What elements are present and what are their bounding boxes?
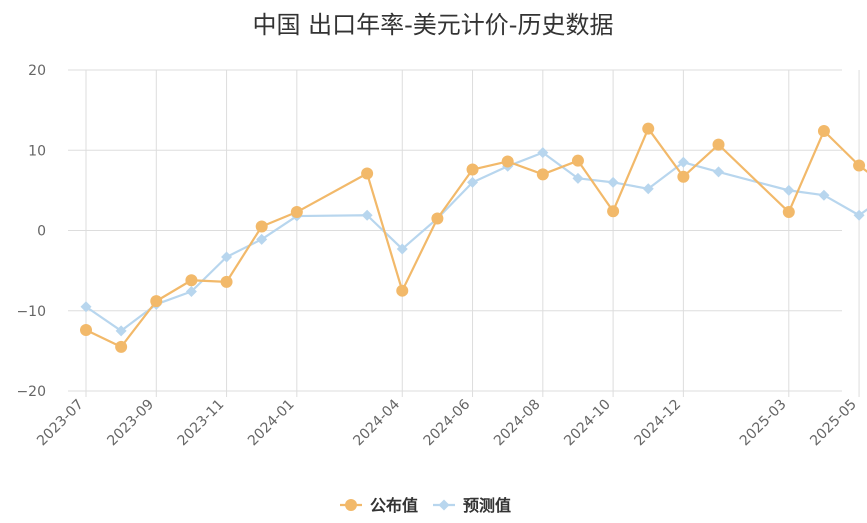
data-point[interactable] (853, 159, 866, 172)
legend-item-forecast[interactable]: 预测值 (433, 496, 511, 515)
x-tick-label: 2024-01 (245, 397, 298, 450)
series-line (85, 151, 867, 332)
data-point[interactable] (185, 285, 197, 297)
x-tick-label: 2024-06 (421, 396, 474, 449)
grid (68, 69, 860, 397)
data-point[interactable] (712, 138, 725, 151)
y-axis-ticks: −20 −10 0 10 20 (16, 63, 46, 400)
data-point[interactable] (713, 166, 725, 178)
data-point[interactable] (607, 176, 619, 188)
data-point[interactable] (677, 156, 689, 168)
data-point[interactable] (817, 124, 830, 137)
data-point[interactable] (80, 301, 92, 313)
x-tick-label: 2024-10 (561, 397, 614, 450)
data-point[interactable] (642, 183, 654, 195)
data-point[interactable] (255, 220, 268, 233)
data-point[interactable] (396, 284, 409, 297)
data-point[interactable] (572, 172, 584, 184)
data-point[interactable] (220, 275, 233, 288)
x-tick-label: 2024-12 (632, 397, 685, 450)
x-tick-label: 2024-04 (350, 396, 403, 449)
data-point[interactable] (782, 206, 795, 219)
data-point[interactable] (783, 184, 795, 196)
chart-title: 中国 出口年率-美元计价-历史数据 (253, 11, 614, 39)
data-point[interactable] (361, 209, 373, 221)
legend: 公布值 预测值 (340, 496, 511, 515)
legend-item-actual[interactable]: 公布值 (340, 496, 418, 515)
data-point[interactable] (115, 325, 127, 337)
data-point[interactable] (571, 154, 584, 167)
x-tick-label: 2023-11 (175, 397, 228, 450)
y-tick-label: −10 (16, 304, 46, 320)
legend-label: 公布值 (370, 496, 418, 515)
x-tick-label: 2024-08 (491, 397, 544, 450)
legend-label: 预测值 (463, 496, 511, 515)
series-forecast (80, 147, 867, 337)
data-point[interactable] (536, 168, 549, 181)
x-tick-label: 2023-07 (34, 397, 87, 450)
data-point[interactable] (345, 499, 357, 511)
data-point[interactable] (431, 212, 444, 225)
data-point[interactable] (221, 251, 233, 263)
data-point[interactable] (607, 205, 620, 218)
data-point[interactable] (115, 340, 128, 353)
data-point[interactable] (501, 155, 514, 168)
y-tick-label: −20 (16, 384, 46, 400)
x-tick-label: 2025-05 (807, 397, 860, 450)
y-tick-label: 10 (28, 143, 46, 159)
data-point[interactable] (467, 176, 479, 188)
data-point[interactable] (438, 499, 450, 511)
series-line (85, 127, 867, 348)
series-actual (80, 122, 867, 353)
data-point[interactable] (256, 233, 268, 245)
x-tick-label: 2023-09 (104, 397, 157, 450)
y-tick-label: 0 (37, 224, 46, 240)
data-point[interactable] (677, 170, 690, 183)
data-point[interactable] (185, 274, 198, 287)
data-point[interactable] (80, 324, 92, 337)
data-point[interactable] (642, 122, 655, 135)
data-point[interactable] (396, 243, 408, 255)
data-point[interactable] (818, 189, 830, 201)
y-tick-label: 20 (28, 63, 46, 79)
data-point[interactable] (290, 206, 303, 219)
x-tick-label: 2025-03 (737, 397, 790, 450)
x-axis-ticks: 2023-07 2023-09 2023-11 2024-01 2024-04 2024-… (34, 396, 860, 449)
series-layer (80, 122, 867, 353)
data-point[interactable] (466, 163, 479, 176)
data-point[interactable] (361, 167, 374, 180)
data-point[interactable] (853, 209, 865, 221)
data-point[interactable] (537, 147, 549, 159)
data-point[interactable] (150, 295, 163, 308)
